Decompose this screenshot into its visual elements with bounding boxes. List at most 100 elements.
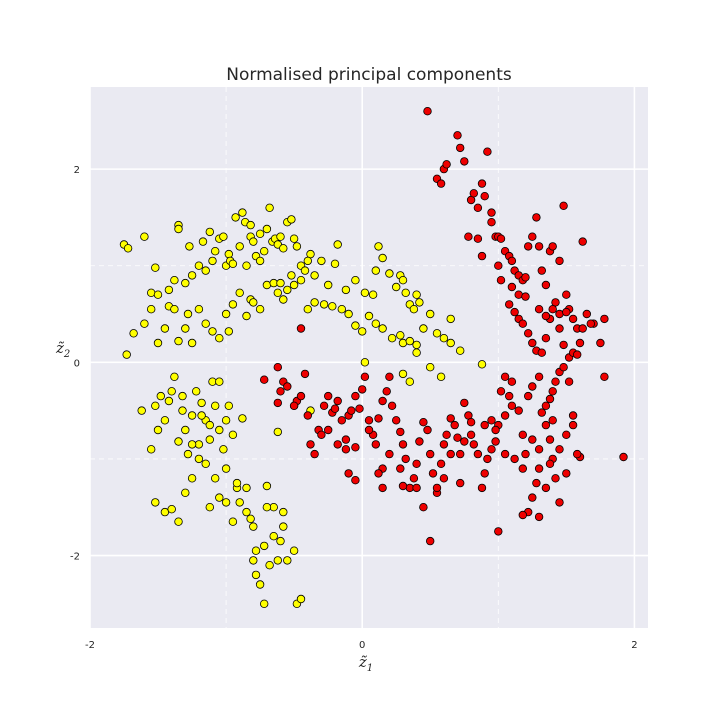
data-point xyxy=(528,232,537,241)
data-point xyxy=(187,338,197,348)
data-point xyxy=(466,430,476,439)
data-point xyxy=(235,288,244,297)
data-point xyxy=(568,314,578,324)
data-point xyxy=(518,464,527,473)
data-point xyxy=(491,425,500,435)
data-point xyxy=(194,454,204,464)
data-point xyxy=(507,401,517,410)
data-point xyxy=(260,375,269,384)
data-point xyxy=(423,425,432,435)
data-point xyxy=(221,309,231,319)
data-point xyxy=(494,527,503,536)
data-point xyxy=(405,377,414,386)
data-point xyxy=(555,309,564,319)
data-point xyxy=(446,314,455,324)
data-point xyxy=(442,430,451,439)
data-point xyxy=(303,305,312,314)
data-point xyxy=(575,338,585,348)
data-point xyxy=(412,290,421,299)
data-point xyxy=(387,334,397,343)
data-point xyxy=(415,437,424,446)
data-point xyxy=(215,493,224,502)
data-point xyxy=(364,425,374,435)
data-point xyxy=(368,290,378,299)
data-point xyxy=(283,556,292,565)
data-point xyxy=(197,411,206,420)
data-point xyxy=(151,401,160,410)
data-point xyxy=(181,324,190,333)
data-point xyxy=(262,503,272,512)
data-point xyxy=(453,433,462,442)
data-point xyxy=(364,311,374,321)
data-point xyxy=(426,449,435,459)
data-point xyxy=(415,298,424,307)
data-point xyxy=(330,404,340,413)
data-point xyxy=(500,411,510,420)
data-point xyxy=(215,425,224,435)
data-point xyxy=(273,398,282,408)
data-point xyxy=(564,377,574,386)
data-point xyxy=(306,440,315,449)
data-point xyxy=(541,280,551,290)
data-point xyxy=(426,363,435,372)
grid-lines xyxy=(89,87,648,628)
data-point xyxy=(409,474,419,483)
data-point xyxy=(532,213,541,222)
data-point xyxy=(246,514,255,523)
data-point xyxy=(219,232,228,241)
data-point xyxy=(140,319,149,328)
data-point xyxy=(333,240,342,249)
data-point xyxy=(500,372,510,381)
data-point xyxy=(537,266,546,275)
data-point xyxy=(205,420,214,430)
data-point xyxy=(174,224,183,234)
data-point xyxy=(300,266,310,275)
data-point xyxy=(392,416,401,425)
data-point xyxy=(534,445,544,454)
data-point xyxy=(360,358,370,367)
data-point xyxy=(358,327,367,336)
data-point xyxy=(555,256,564,266)
data-point xyxy=(436,179,446,188)
data-point xyxy=(205,435,214,444)
data-point xyxy=(521,449,530,459)
data-point xyxy=(191,387,201,396)
x-tick-label: 0 xyxy=(359,640,365,651)
data-point xyxy=(249,298,258,307)
data-point xyxy=(178,406,187,415)
data-point xyxy=(129,329,138,338)
data-point xyxy=(480,420,489,430)
data-point xyxy=(456,449,465,459)
data-point xyxy=(289,280,299,290)
data-point xyxy=(487,445,496,454)
data-point xyxy=(562,430,571,439)
data-point xyxy=(456,346,465,355)
data-point xyxy=(541,401,551,410)
data-point xyxy=(545,459,555,468)
data-point xyxy=(473,234,483,243)
data-point xyxy=(483,147,492,156)
data-point xyxy=(310,449,319,459)
data-point xyxy=(401,454,410,464)
data-point xyxy=(487,416,496,425)
data-point xyxy=(146,445,156,454)
y-axis-label-sub: 2 xyxy=(63,349,70,360)
data-point xyxy=(265,561,274,570)
data-point xyxy=(174,437,183,446)
data-point xyxy=(201,266,210,275)
data-point xyxy=(287,271,296,280)
data-point xyxy=(351,391,360,401)
data-point xyxy=(480,191,489,201)
data-point xyxy=(487,208,496,217)
data-point xyxy=(255,580,265,589)
data-point xyxy=(524,329,533,338)
data-point xyxy=(496,234,506,243)
data-point xyxy=(123,244,133,253)
data-point xyxy=(541,334,551,343)
data-point xyxy=(460,157,469,166)
data-point xyxy=(221,416,231,425)
data-point xyxy=(122,350,131,359)
data-point xyxy=(514,406,523,415)
data-point xyxy=(255,256,265,266)
data-point xyxy=(276,387,285,396)
